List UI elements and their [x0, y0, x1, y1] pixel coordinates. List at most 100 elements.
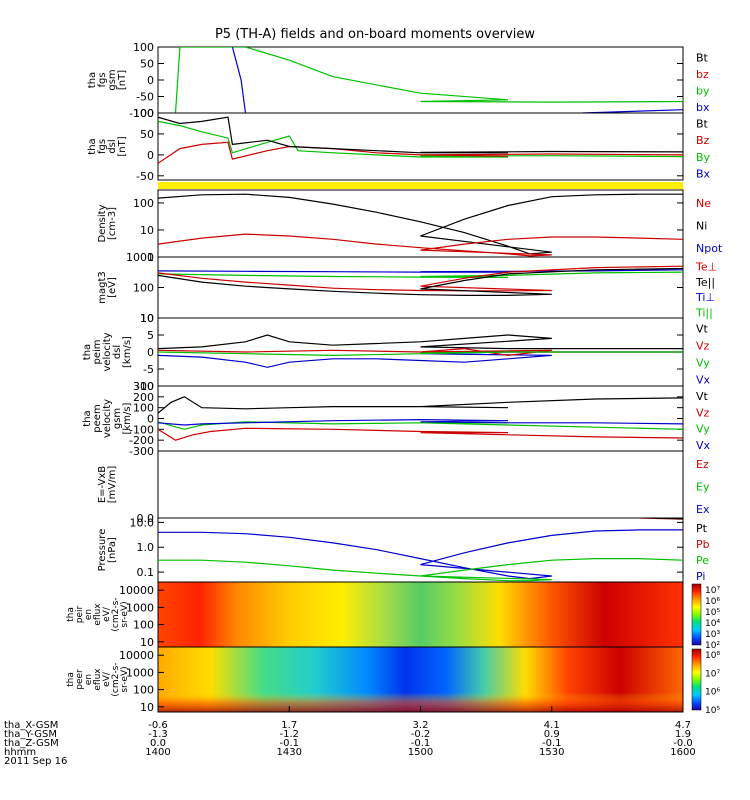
y-axis-label: [nT] — [117, 136, 128, 156]
series-line — [158, 267, 683, 296]
x-tick-label: -0.0 — [673, 738, 693, 749]
colorbar-label: 10⁴ — [705, 619, 720, 629]
y-axis-label: [cm-3] — [107, 207, 118, 240]
y-tick-label: 300 — [133, 380, 154, 393]
legend-entry: bx — [696, 101, 710, 114]
y-axis-label: fgs — [97, 72, 108, 87]
legend-entry: Vx — [696, 374, 711, 387]
series-line — [158, 558, 683, 582]
panel-pressure: 10.0 1.0 0.1 Pressure [nPa] Pt Pb Pe Pi — [97, 516, 710, 583]
x-tick-label: -0.1 — [542, 738, 562, 749]
y-tick-label: 10 — [140, 701, 154, 714]
y-tick-label: 100 — [133, 197, 154, 210]
x-axis-row-label: tha_X-GSM — [4, 720, 58, 731]
x-tick-label: 1500 — [408, 747, 433, 758]
y-tick-label: 0 — [147, 346, 154, 359]
x-tick-label: 0.9 — [544, 729, 560, 740]
y-tick-label: 50 — [140, 58, 154, 71]
y-tick-label: 10 — [140, 224, 154, 237]
y-tick-label: 100 — [133, 107, 154, 120]
panel-frame — [157, 385, 684, 452]
series-line — [639, 518, 683, 525]
x-axis-row-label: tha_Y-GSM — [4, 729, 57, 740]
y-tick-label: 0 — [147, 149, 154, 162]
panel-frame — [157, 256, 684, 319]
y-axis-label: peer — [75, 669, 85, 690]
series-line — [582, 103, 683, 113]
x-tick-label: -1.2 — [279, 729, 299, 740]
y-tick-label: 10 — [140, 312, 154, 325]
y-axis-label: magt3 — [97, 271, 108, 304]
x-tick-label: 1530 — [539, 747, 564, 758]
legend-entry: Vx — [696, 439, 711, 452]
series-line — [174, 47, 683, 113]
legend-entry: Pt — [696, 522, 708, 535]
colorbar-label: 10⁵ — [705, 706, 720, 716]
series-line — [158, 334, 683, 350]
x-tick-label: -0.2 — [411, 729, 431, 740]
y-tick-label: -50 — [136, 170, 154, 183]
x-tick-label: 0.0 — [150, 738, 166, 749]
y-tick-label: 100 — [133, 282, 154, 295]
y-axis-label: gsm — [107, 69, 118, 90]
series-line — [158, 233, 683, 257]
y-axis-label: (cm2-s- — [111, 597, 121, 631]
y-axis-label: eV/ — [102, 606, 112, 622]
series-line — [158, 396, 683, 414]
x-tick-label: 3.2 — [413, 720, 429, 731]
flag-bar — [158, 182, 683, 189]
legend-entry: Ti|| — [695, 306, 713, 319]
panel-frame — [157, 450, 684, 519]
y-axis-label: fgs — [97, 139, 108, 154]
y-tick-label: 10 — [140, 636, 154, 649]
x-tick-label: 1.7 — [281, 720, 297, 731]
y-tick-label: -10 — [136, 380, 154, 393]
y-tick-label: 1.0 — [137, 541, 155, 554]
series-line — [158, 270, 683, 278]
legend-entry: Npot — [696, 242, 723, 255]
y-axis-label: tha — [82, 410, 93, 426]
y-axis-label: sr-eV) — [120, 666, 130, 692]
y-axis-label: velocity — [102, 332, 113, 371]
legend-entry: Vt — [696, 323, 709, 336]
y-tick-label: 1000 — [126, 601, 154, 614]
legend-entry: Te⊥ — [695, 261, 717, 274]
page-title: P5 (TH-A) fields and on-board moments ov… — [214, 27, 536, 42]
y-tick-label: 10000 — [119, 584, 154, 597]
y-axis-label: tha — [66, 672, 76, 687]
x-axis: tha_X-GSM -0.6 1.7 3.2 4.1 4.7 tha_Y-GSM -1.3 -1… — [4, 706, 696, 767]
y-axis-label: Density — [97, 204, 108, 242]
legend-entry: Pe — [696, 554, 709, 567]
series-line — [231, 47, 247, 113]
x-tick-label: -0.1 — [411, 738, 431, 749]
y-axis-label: [mV/m] — [107, 466, 118, 504]
y-axis-label: [km/s] — [122, 336, 133, 368]
legend-entry: Vy — [696, 357, 710, 370]
y-axis-label: Pressure — [97, 529, 108, 572]
y-axis-label: E=-VxB — [97, 466, 108, 503]
y-tick-label: -100 — [129, 107, 154, 120]
panel-frame — [157, 112, 684, 181]
colorbar-label: 10³ — [705, 630, 720, 640]
panel-efield: 0.0 E=-VxB [mV/m] Ez Ey Ex — [97, 450, 710, 525]
series-line — [158, 418, 683, 426]
x-axis-row-label: hhmm — [4, 747, 36, 758]
panel-temperature: 1000 100 10 magt3 [eV] Te⊥ Te|| Ti⊥ Ti|| — [97, 251, 717, 325]
colorbar-label: 10⁶ — [705, 597, 720, 607]
colorbar-label: 10⁶ — [705, 688, 720, 698]
y-axis-label: eflux — [93, 668, 103, 691]
x-tick-label: 1430 — [277, 747, 302, 758]
colorbar — [691, 583, 702, 646]
legend-entry: Ez — [696, 458, 709, 471]
y-tick-label: 1000 — [126, 666, 154, 679]
y-tick-label: 100 — [133, 41, 154, 54]
y-tick-label: 0.1 — [137, 566, 155, 579]
legend-entry: Bz — [696, 134, 710, 147]
y-tick-label: -5 — [143, 363, 154, 376]
y-axis-label: tha — [66, 607, 76, 622]
legend-entry: Vy — [696, 423, 710, 436]
spectrogram-lowband — [158, 647, 683, 712]
